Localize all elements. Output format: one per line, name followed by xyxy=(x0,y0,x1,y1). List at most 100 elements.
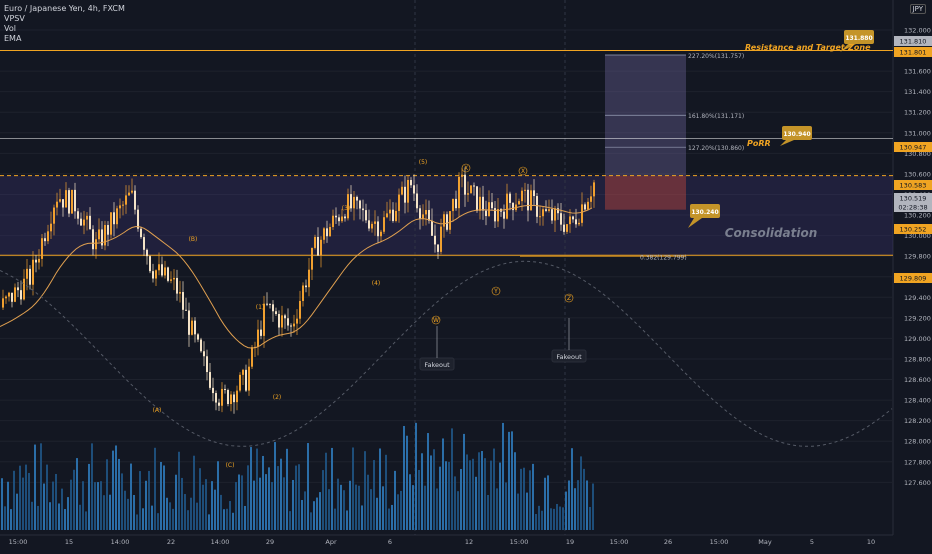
price-tick-label: 130.200 xyxy=(904,212,931,220)
candle-body xyxy=(305,285,307,288)
candle-body xyxy=(488,202,490,217)
volume-bar xyxy=(553,508,555,530)
indicator-ema[interactable]: EMA xyxy=(4,34,22,43)
volume-bar xyxy=(115,445,117,530)
candle-body xyxy=(392,209,394,222)
candle-body xyxy=(422,214,424,219)
volume-bar xyxy=(538,505,540,530)
indicator-vpsv[interactable]: VPSV xyxy=(4,14,25,23)
volume-bar xyxy=(82,481,84,530)
volume-bar xyxy=(259,477,261,530)
volume-bar xyxy=(301,499,303,530)
callout-box xyxy=(844,30,874,44)
volume-bar xyxy=(481,451,483,530)
volume-bar xyxy=(343,490,345,530)
time-tick-label: Apr xyxy=(325,538,337,546)
candle-body xyxy=(320,239,322,256)
candle-body xyxy=(413,185,415,194)
volume-bar xyxy=(589,506,591,530)
candle-body xyxy=(425,210,427,215)
candle-body xyxy=(401,186,403,195)
volume-bar xyxy=(10,509,12,530)
volume-bar xyxy=(100,481,102,530)
candle-body xyxy=(200,339,202,352)
candle-body xyxy=(191,320,193,335)
candle-body xyxy=(203,351,205,357)
time-tick-label: 10 xyxy=(867,538,875,546)
zone-label: Consolidation xyxy=(725,226,818,240)
callout-pointer xyxy=(688,218,702,228)
currency-badge[interactable]: JPY xyxy=(909,4,926,14)
candle-body xyxy=(386,213,388,218)
wave-label: (A) xyxy=(153,407,162,414)
price-marker-box xyxy=(894,193,932,203)
volume-bar xyxy=(508,431,510,530)
wave-label: X xyxy=(464,165,468,172)
callout-value: 131.880 xyxy=(845,35,872,42)
volume-bar xyxy=(313,501,315,530)
candle-body xyxy=(512,202,514,211)
callout-box xyxy=(782,126,812,140)
candle-body xyxy=(284,315,286,319)
volume-bar xyxy=(397,494,399,530)
volume-bar xyxy=(232,512,234,530)
candle-body xyxy=(368,220,370,229)
volume-bar xyxy=(442,438,444,530)
volume-bar xyxy=(319,492,321,530)
candle-body xyxy=(353,196,355,209)
volume-bar xyxy=(217,461,219,530)
candle-body xyxy=(329,227,331,237)
candle-body xyxy=(407,179,409,203)
indicator-vol[interactable]: Vol xyxy=(4,24,16,33)
wave-circle xyxy=(518,166,528,176)
volume-bar xyxy=(211,481,213,530)
volume-bar xyxy=(511,431,513,530)
time-tick-label: 15:00 xyxy=(710,538,729,546)
volume-bar xyxy=(85,511,87,530)
volume-bar xyxy=(367,474,369,530)
candle-body xyxy=(206,356,208,373)
volume-bar xyxy=(109,494,111,530)
volume-bar xyxy=(133,494,135,530)
candle-body xyxy=(269,303,271,305)
volume-bar xyxy=(94,482,96,530)
volume-bar xyxy=(145,480,147,530)
time-tick-label: 26 xyxy=(664,538,672,546)
volume-bar xyxy=(79,504,81,530)
volume-bar xyxy=(97,482,99,530)
volume-bar xyxy=(49,502,51,530)
volume-bar xyxy=(586,480,588,530)
candle-body xyxy=(464,174,466,195)
price-tick-label: 130.000 xyxy=(904,232,931,240)
time-tick-label: 14:00 xyxy=(211,538,230,546)
candle-body xyxy=(89,215,91,230)
volume-bar xyxy=(394,470,396,530)
volume-bar xyxy=(565,491,567,530)
candle-body xyxy=(122,204,124,206)
volume-bar xyxy=(169,502,171,530)
price-tick-label: 127.800 xyxy=(904,458,931,466)
wave-label: (2) xyxy=(273,394,282,401)
candle-body xyxy=(227,390,229,404)
candle-body xyxy=(71,189,73,214)
candle-body xyxy=(326,228,328,237)
time-tick-label: 15:00 xyxy=(610,538,629,546)
volume-bar xyxy=(124,490,126,530)
volume-bar xyxy=(376,497,378,530)
candle-body xyxy=(287,318,289,326)
wave-label: (C) xyxy=(226,462,235,469)
candle-body xyxy=(410,179,412,186)
candle-body xyxy=(521,190,523,202)
volume-bar xyxy=(328,489,330,530)
volume-bar xyxy=(316,497,318,530)
candle-body xyxy=(77,211,79,219)
candle-body xyxy=(341,216,343,222)
callout-label: Resistance and Target-Zone xyxy=(745,43,871,52)
volume-bar xyxy=(391,504,393,530)
volume-bar xyxy=(58,503,60,530)
candle-body xyxy=(14,287,16,302)
candle-body xyxy=(140,228,142,238)
volume-bar xyxy=(535,513,537,530)
